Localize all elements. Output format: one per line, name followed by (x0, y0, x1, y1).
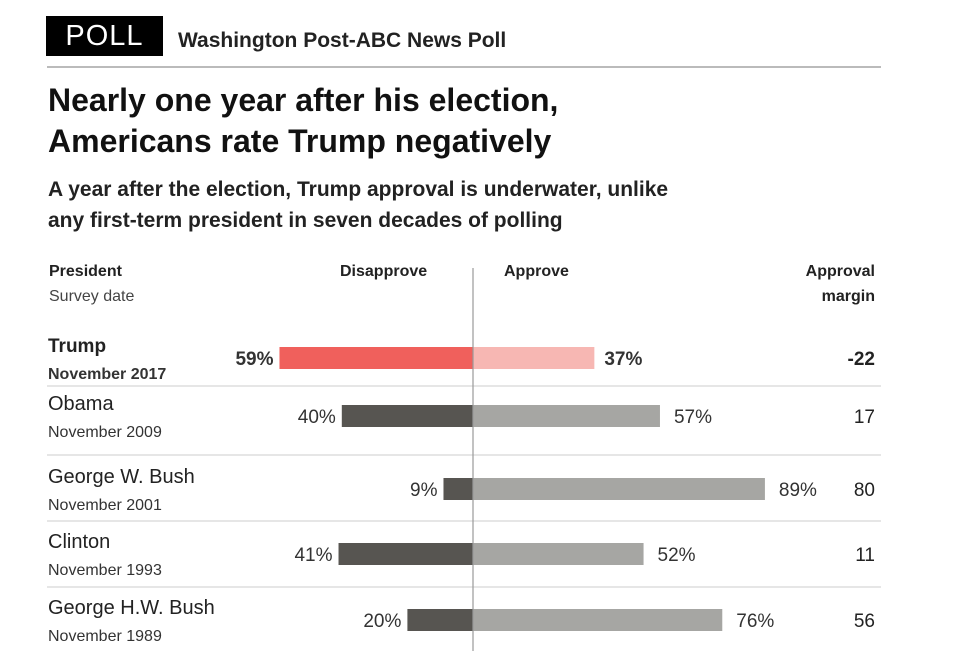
approve-label: 57% (674, 407, 712, 428)
margin-value: 56 (854, 611, 875, 632)
poll-badge: POLL (46, 16, 163, 56)
survey-date: November 2001 (48, 497, 162, 514)
title-line-2: Americans rate Trump negatively (48, 123, 552, 159)
disapprove-bar (338, 543, 473, 565)
disapprove-label: 20% (363, 611, 401, 632)
survey-date: November 2017 (48, 366, 166, 383)
president-name: Clinton (48, 531, 110, 553)
disapprove-bar (443, 478, 473, 500)
margin-value: 80 (854, 480, 875, 501)
column-header-president: President Survey date (49, 259, 134, 309)
disapprove-label: 9% (410, 480, 438, 501)
source-label: Washington Post-ABC News Poll (178, 29, 507, 52)
disapprove-label: 40% (298, 407, 336, 428)
title-line-1: Nearly one year after his election, (48, 82, 559, 118)
approve-bar (473, 347, 595, 369)
disapprove-bar (407, 609, 473, 631)
column-header-approve: Approve (504, 263, 569, 280)
disapprove-label: 41% (294, 545, 332, 566)
approve-label: 52% (658, 545, 696, 566)
margin-value: 17 (854, 407, 875, 428)
header-divider (47, 66, 881, 68)
survey-date: November 1993 (48, 562, 162, 579)
margin-value: -22 (848, 349, 875, 370)
approve-label: 37% (604, 349, 642, 370)
disapprove-bar (279, 347, 473, 369)
approve-bar (473, 543, 644, 565)
subtitle-line-2: any first-term president in seven decade… (48, 209, 563, 232)
margin-label-1: Approval (805, 263, 875, 280)
president-name: George W. Bush (48, 466, 195, 488)
survey-date: November 1989 (48, 628, 162, 645)
disapprove-bar (341, 405, 473, 427)
president-name: Obama (48, 393, 114, 415)
survey-date: November 2009 (48, 424, 162, 441)
approve-label: 76% (736, 611, 774, 632)
column-header-disapprove: Disapprove (340, 263, 428, 280)
approve-bar (473, 609, 723, 631)
president-label: President (49, 263, 122, 280)
survey-date-label: Survey date (49, 288, 135, 305)
president-name: Trump (48, 336, 106, 357)
margin-label-2: margin (821, 288, 875, 305)
chart-subtitle: A year after the election, Trump approva… (48, 174, 908, 236)
approve-bar (473, 478, 765, 500)
subtitle-line-1: A year after the election, Trump approva… (48, 178, 669, 201)
margin-value: 11 (855, 545, 875, 566)
chart-title: Nearly one year after his election, Amer… (48, 80, 908, 162)
column-header-margin: Approval margin (760, 259, 875, 309)
approve-label: 89% (779, 480, 817, 501)
president-name: George H.W. Bush (48, 597, 215, 619)
approve-bar (473, 405, 660, 427)
disapprove-label: 59% (235, 349, 273, 370)
